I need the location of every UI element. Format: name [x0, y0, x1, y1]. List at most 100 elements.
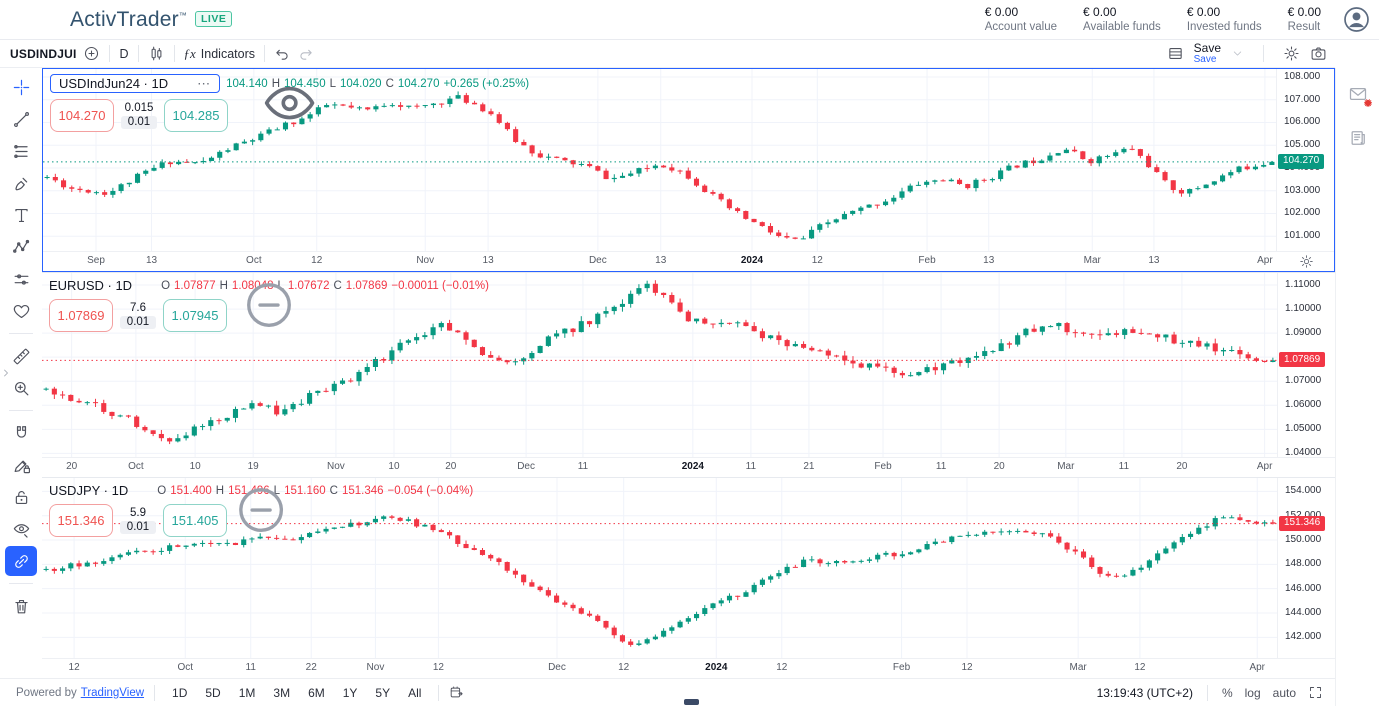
camera-icon[interactable] — [1310, 45, 1327, 62]
ohlc-readout: 104.140 H 104.450 L 104.020 C 104.270 +0.265 (+… — [226, 78, 529, 90]
price-tick-label: 1.06000 — [1285, 399, 1322, 411]
last-price-tag: 1.07869 — [1279, 352, 1326, 368]
app-logo: ActivTrader™ LIVE — [70, 8, 233, 32]
sync-drawings-tool[interactable] — [5, 546, 37, 576]
projection-tool[interactable] — [5, 264, 37, 294]
sidebar-expand-handle[interactable] — [0, 362, 12, 384]
price-tick-label: 1.11000 — [1285, 279, 1321, 291]
crosshair-tool[interactable] — [5, 72, 37, 102]
chart-title-box[interactable]: USDIndJun24 · 1D ⋯ — [50, 74, 315, 120]
measure-tool[interactable] — [5, 341, 37, 371]
price-tick-label: 107.000 — [1284, 93, 1321, 105]
chevron-down-icon[interactable] — [1231, 47, 1244, 60]
time-axis[interactable]: 20 Oct 10 19 Nov 10 20 Dec 11 2024 11 21 Feb 11 20 Mar 1… — [42, 457, 1335, 477]
stay-in-drawing-mode-tool[interactable] — [5, 450, 37, 480]
ohlc-value: 104.270 — [397, 77, 440, 90]
hide-all-drawings-tool[interactable] — [5, 514, 37, 544]
chart-title-box[interactable]: USDJPY · 1D — [49, 483, 284, 532]
brush-tool[interactable] — [5, 168, 37, 198]
price-tick-label: 144.000 — [1285, 607, 1322, 618]
toolbar-divider — [9, 333, 33, 334]
symbol-search[interactable]: USDINDJUI — [10, 46, 77, 61]
chart-title: USDIndJun24 · 1D — [59, 76, 169, 91]
chart-plot-usdindjun24[interactable]: USDIndJun24 · 1D ⋯ 104.140 H 104.450 L 104.020… — [43, 69, 1276, 251]
layout-icon[interactable] — [1167, 45, 1184, 62]
text-tool[interactable] — [5, 200, 37, 230]
collapse-minus-icon[interactable] — [136, 483, 284, 532]
ohlc-change: +0.265 (+0.25%) — [443, 77, 530, 90]
range-button-1y[interactable]: 1Y — [342, 685, 358, 700]
log-scale-button[interactable]: log — [1244, 685, 1261, 700]
percent-scale-button[interactable]: % — [1221, 685, 1233, 700]
time-tick-label: 12 — [776, 662, 788, 673]
lock-all-drawings-tool[interactable] — [5, 482, 37, 512]
price-axis[interactable]: 154.000 152.000 150.000 148.000 146.000 144.0… — [1277, 478, 1335, 658]
buy-button[interactable]: 1.07945 — [163, 299, 227, 332]
chart-plot-usdjpy[interactable]: USDJPY · 1D O 151.400 H 151.496 L 151.160 C 151.… — [42, 478, 1277, 658]
indicators-button[interactable]: ƒx Indicators — [184, 46, 255, 62]
range-button-1d[interactable]: 1D — [172, 685, 188, 700]
time-axis[interactable]: 12 Oct 11 22 Nov 12 Dec 12 2024 12 Feb 12 Mar 12 Apr — [42, 658, 1335, 678]
avatar[interactable] — [1343, 6, 1370, 33]
range-button-5y[interactable]: 5Y — [375, 685, 391, 700]
buy-button[interactable]: 151.405 — [163, 504, 227, 537]
go-to-date-icon[interactable] — [449, 685, 464, 700]
ohlc-value: 104.020 — [340, 77, 382, 90]
panel-collapse-handle[interactable] — [684, 699, 699, 705]
chart-plot-eurusd[interactable]: EURUSD · 1D O 1.07877 H 1.08048 L 1.07672 C 1.07… — [42, 273, 1277, 457]
axis-settings-gear-icon[interactable] — [1299, 254, 1314, 269]
xabcd-pattern-tool[interactable] — [5, 232, 37, 262]
chart-type-icon[interactable] — [148, 45, 165, 62]
stat-label: Result — [1287, 20, 1321, 33]
time-tick-label: Feb — [892, 662, 911, 673]
trend-line-tool[interactable] — [5, 104, 37, 134]
auto-scale-button[interactable]: auto — [1272, 685, 1296, 700]
magnet-tool[interactable] — [5, 418, 37, 448]
clock[interactable]: 13:19:43 (UTC+2) — [1096, 685, 1193, 700]
gear-icon[interactable] — [1283, 45, 1300, 62]
remove-drawings-tool[interactable] — [5, 591, 37, 621]
visibility-eye-icon[interactable] — [175, 76, 315, 120]
time-tick-label: Mar — [1083, 255, 1101, 266]
sell-button[interactable]: 1.07869 — [49, 299, 113, 332]
price-axis[interactable]: 108.000107.000106.000105.000104.000103.0… — [1276, 69, 1334, 251]
undo-icon[interactable] — [274, 45, 291, 62]
time-tick-label: Apr — [1249, 662, 1266, 673]
range-button-3m[interactable]: 3M — [273, 685, 291, 700]
range-button-all[interactable]: All — [408, 685, 422, 700]
interval-button[interactable]: D — [119, 46, 129, 61]
redo-icon[interactable] — [297, 45, 314, 62]
chart-panel-eurusd: EURUSD · 1D O 1.07877 H 1.08048 L 1.07672 C 1.07… — [42, 272, 1335, 477]
messages-icon[interactable] — [1348, 84, 1372, 107]
tradingview-link[interactable]: TradingView — [80, 686, 145, 699]
price-tick-label: 146.000 — [1285, 582, 1322, 594]
zoom-in-tool[interactable] — [5, 373, 37, 403]
favorites-tool[interactable] — [5, 296, 37, 326]
sell-button[interactable]: 104.270 — [50, 99, 114, 132]
chart-title-box[interactable]: EURUSD · 1D — [49, 278, 291, 327]
range-button-1m[interactable]: 1M — [238, 685, 256, 700]
collapse-minus-icon[interactable] — [140, 278, 291, 327]
time-axis[interactable]: Sep 13 Oct 12 Nov 13 Dec 13 2024 12 Feb 13 Mar 13 Apr — [43, 251, 1334, 271]
news-icon[interactable] — [1348, 128, 1368, 148]
time-tick-label: 11 — [1118, 461, 1130, 472]
save-button[interactable]: Save Save — [1194, 42, 1221, 65]
price-tick-label: 1.05000 — [1285, 423, 1322, 435]
more-options-icon[interactable]: ⋯ — [197, 75, 212, 91]
compare-add-icon[interactable] — [83, 45, 100, 62]
price-tick-label: 106.000 — [1284, 116, 1321, 128]
fib-retracement-tool[interactable] — [5, 136, 37, 166]
buy-button[interactable]: 104.285 — [164, 99, 228, 132]
fullscreen-icon[interactable] — [1308, 685, 1323, 700]
price-tick-label: 150.000 — [1285, 534, 1322, 546]
range-button-6m[interactable]: 6M — [308, 685, 325, 700]
sell-button[interactable]: 151.346 — [49, 504, 113, 537]
spread-info: 0.015 0.01 — [119, 102, 159, 130]
time-tick-label: Oct — [128, 461, 144, 472]
time-tick-label: 19 — [247, 461, 259, 472]
time-tick-label: 12 — [68, 662, 80, 673]
stat-value: € 0.00 — [1287, 4, 1321, 19]
range-button-5d[interactable]: 5D — [205, 685, 221, 700]
price-axis[interactable]: 1.110001.100001.090001.080001.070001.060… — [1277, 273, 1335, 458]
account-stats: € 0.00 Account value € 0.00 Available funds… — [985, 5, 1321, 34]
